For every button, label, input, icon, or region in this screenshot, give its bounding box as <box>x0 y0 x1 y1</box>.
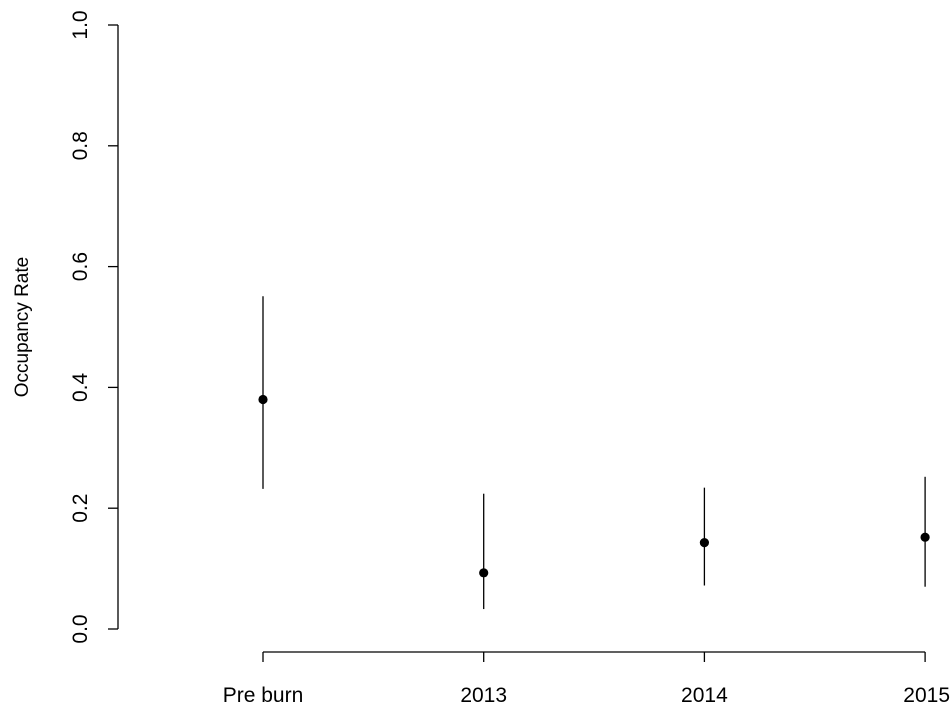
y-tick-label: 0.0 <box>69 614 92 643</box>
y-axis-title: Occupancy Rate <box>12 257 33 397</box>
data-point <box>920 532 930 542</box>
data-marks <box>258 296 930 610</box>
y-tick-label: 0.2 <box>69 494 92 523</box>
x-tick-label: 2014 <box>681 684 728 707</box>
data-point <box>479 568 489 578</box>
x-tick-label: 2015 <box>903 684 950 707</box>
x-tick-label: 2013 <box>460 684 507 707</box>
x-tick-label: Pre burn <box>223 684 304 707</box>
y-tick-label: 0.6 <box>69 252 92 281</box>
y-tick-label: 0.8 <box>69 131 92 160</box>
data-point <box>258 394 268 405</box>
y-axis: 0.0 0.2 0.4 0.6 0.8 1.0 <box>69 10 119 644</box>
data-point <box>699 538 710 548</box>
y-tick-label: 0.4 <box>69 372 92 402</box>
y-tick-label: 1.0 <box>69 10 92 39</box>
x-axis: Pre burn 2013 2014 2015 <box>223 651 950 707</box>
